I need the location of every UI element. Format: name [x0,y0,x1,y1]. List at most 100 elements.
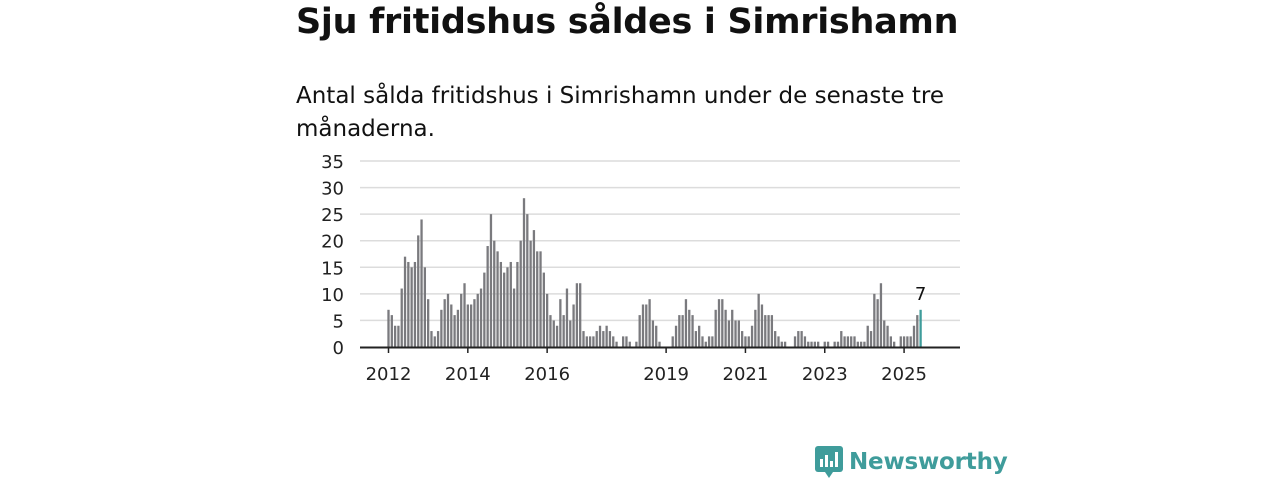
bar [701,336,704,347]
bar [893,341,896,347]
bar [493,240,496,347]
newsworthy-logo-icon [815,446,843,478]
bar [734,320,737,347]
bar [509,261,512,347]
bar [711,336,714,347]
bar [740,331,744,347]
y-tick-label: 20 [321,232,344,253]
bar [552,320,555,347]
bar [721,299,724,347]
bar [628,341,631,347]
x-tick-label: 2019 [643,364,689,385]
bar [499,261,503,347]
bar [836,341,840,347]
bar [565,288,569,347]
bar [549,315,552,347]
bar [635,341,638,347]
bar [674,325,678,347]
bar [846,336,850,347]
y-tick-label: 5 [333,311,344,332]
bar [678,315,681,347]
bar [727,320,731,347]
bar [793,336,797,347]
highlight-bar [919,309,922,347]
bar [436,331,440,347]
bar [450,304,453,347]
bar [539,251,542,347]
bar [850,336,853,347]
bar [698,325,701,347]
bar [605,325,608,347]
bar [681,315,684,347]
bar [393,325,397,347]
bar [859,341,863,347]
bar [486,246,489,347]
bar [489,214,493,347]
bar [397,325,400,347]
bar [575,283,579,347]
bar [684,299,688,347]
bar [694,331,698,347]
bar [638,315,641,347]
bar [916,315,919,347]
bar [777,336,780,347]
bar [443,299,446,347]
bar [496,251,499,347]
bar [469,304,473,347]
bar [833,341,836,347]
bar [899,336,902,347]
chart-subtitle: Antal sålda fritidshus i Simrishamn unde… [296,83,944,142]
bar [889,336,893,347]
bar [433,336,436,347]
bar [886,325,889,347]
bar [582,331,585,347]
bar [843,336,846,347]
bar [453,315,456,347]
bar [542,272,545,347]
x-tick-label: 2012 [366,364,412,385]
bar [770,315,774,347]
bar [569,320,572,347]
bar [390,315,393,347]
bar [473,299,476,347]
bar [767,315,770,347]
bar [403,256,407,347]
bar [503,272,506,347]
y-tick-label: 15 [321,258,344,279]
bar [754,309,757,347]
bar [460,293,463,347]
bar [648,299,651,347]
x-tick-label: 2025 [881,364,927,385]
bar [598,325,602,347]
bar [906,336,909,347]
bar [466,304,469,347]
bar [407,261,410,347]
bar [783,341,787,347]
bar [707,336,711,347]
bar [608,331,612,347]
bar [826,341,830,347]
bar [879,283,883,347]
bar [512,288,516,347]
bar [476,293,479,347]
bar [757,293,760,347]
bar [817,341,820,347]
bar [622,336,625,347]
bar [856,341,859,347]
bar [463,283,466,347]
bar [420,219,423,347]
bar [912,325,916,347]
y-tick-label: 25 [321,205,344,226]
bar [774,331,777,347]
bar [387,309,390,347]
bar [731,309,734,347]
bar [780,341,783,347]
bar [562,315,565,347]
bar [909,336,912,347]
bar [883,320,886,347]
bar [592,336,595,347]
bar [410,267,413,347]
chart-title: Sju fritidshus såldes i Simrishamn [296,2,959,42]
bar [645,304,648,347]
bar [519,240,522,347]
